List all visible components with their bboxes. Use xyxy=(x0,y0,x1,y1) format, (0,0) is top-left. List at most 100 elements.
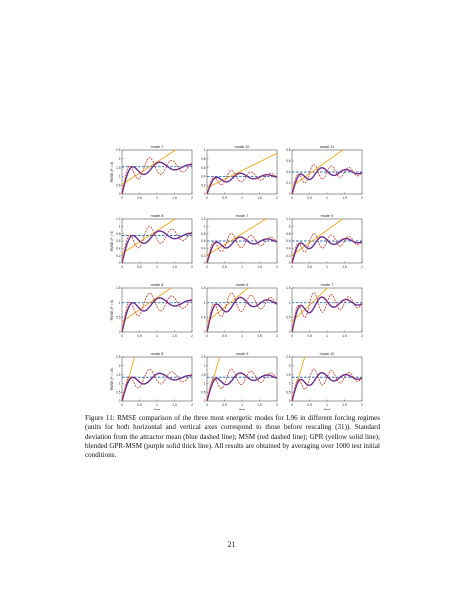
x-tick-label: 1.5 xyxy=(172,403,177,407)
page-number: 21 xyxy=(227,540,236,549)
subplot: mode 10 0 0.2 0.4 0.6 0.8 1 0 0.5 1 1.5 2 xyxy=(201,145,278,200)
x-axis-label: time xyxy=(154,408,161,410)
y-tick-label: 2 xyxy=(119,157,121,161)
y-tick-label: 1.5 xyxy=(201,286,206,290)
y-tick-label: 0.5 xyxy=(286,390,291,394)
x-tick-label: 0 xyxy=(121,334,123,338)
x-tick-label: 2 xyxy=(361,196,363,200)
blend-curve xyxy=(291,167,363,195)
x-tick-label: 2 xyxy=(361,334,363,338)
blend-curve xyxy=(121,297,193,333)
x-tick-label: 1 xyxy=(241,334,243,338)
y-tick-label: 0.4 xyxy=(286,170,291,174)
x-axis-label: time xyxy=(324,408,331,410)
subplot: mode 7 0 0.5 1 1.5 0 0.5 1 1.5 2 xyxy=(286,283,363,338)
x-tick-label: 0.5 xyxy=(222,334,227,338)
plot-frame xyxy=(206,149,278,195)
x-tick-label: 0.5 xyxy=(137,334,142,338)
subplot: mode 11 0 0.2 0.4 0.6 0.8 0 0.5 1 1.5 2 xyxy=(286,145,363,200)
subplot-title: mode 7 xyxy=(151,145,164,149)
y-tick-label: 0.5 xyxy=(116,316,121,320)
y-axis-label: RMSE (F = 5) xyxy=(110,231,114,252)
blend-curve xyxy=(291,236,363,264)
x-tick-label: 0.5 xyxy=(222,265,227,269)
y-tick-label: 1.5 xyxy=(201,373,206,377)
x-tick-label: 0 xyxy=(121,265,123,269)
x-tick-label: 0.5 xyxy=(307,196,312,200)
y-tick-label: 0 xyxy=(119,399,121,403)
y-tick-label: 0.5 xyxy=(201,316,206,320)
y-tick-label: 1 xyxy=(289,301,291,305)
y-tick-label: 0 xyxy=(204,261,206,265)
y-tick-label: 2.5 xyxy=(116,355,121,359)
msm-curve xyxy=(291,368,363,402)
x-tick-label: 1 xyxy=(156,403,158,407)
msm-curve xyxy=(121,369,193,402)
plot-frame xyxy=(291,287,363,333)
x-tick-label: 0 xyxy=(291,334,293,338)
y-tick-label: 1.5 xyxy=(116,286,121,290)
x-tick-label: 1 xyxy=(156,265,158,269)
subplot-title: mode 8 xyxy=(151,352,164,356)
x-tick-label: 1.5 xyxy=(342,196,347,200)
msm-curve xyxy=(121,157,193,195)
msm-curve xyxy=(291,232,363,264)
y-tick-label: 0.2 xyxy=(116,254,121,258)
x-tick-label: 2 xyxy=(191,334,193,338)
x-tick-label: 0 xyxy=(121,196,123,200)
gpr-curve xyxy=(291,287,329,323)
subplot-title: mode 9 xyxy=(321,214,334,218)
subplot-title: mode 11 xyxy=(320,145,335,149)
x-tick-label: 2 xyxy=(276,403,278,407)
x-tick-label: 1 xyxy=(326,334,328,338)
subplot-title: mode 8 xyxy=(151,214,164,218)
y-tick-label: 1 xyxy=(204,148,206,152)
x-axis-label: time xyxy=(239,408,246,410)
x-tick-label: 2 xyxy=(191,265,193,269)
plot-frame xyxy=(291,356,363,402)
subplot: mode 8 0 0.5 1 1.5 2 2.5 0 0.5 1 1.5 2 RMSE (F = 16)… xyxy=(110,352,193,410)
plot-frame xyxy=(121,218,193,264)
msm-curve xyxy=(121,292,193,333)
y-tick-label: 0.6 xyxy=(286,239,291,243)
msm-curve xyxy=(121,226,193,264)
y-tick-label: 0 xyxy=(119,330,121,334)
x-tick-label: 0 xyxy=(206,334,208,338)
subplot: mode 9 0 0.5 1 1.5 2 2.5 0 0.5 1 1.5 2 time xyxy=(201,352,278,410)
x-tick-label: 1 xyxy=(241,196,243,200)
y-tick-label: 0 xyxy=(204,330,206,334)
gpr-curve xyxy=(121,287,172,323)
y-tick-label: 2.5 xyxy=(116,148,121,152)
x-tick-label: 1.5 xyxy=(342,334,347,338)
blend-curve xyxy=(206,296,278,333)
y-tick-label: 0.4 xyxy=(116,247,121,251)
x-tick-label: 2 xyxy=(361,403,363,407)
y-tick-label: 0 xyxy=(289,261,291,265)
y-tick-label: 2 xyxy=(289,364,291,368)
subplot: mode 10 0 0.5 1 1.5 2 2.5 0 0.5 1 1.5 2 time xyxy=(286,352,363,410)
y-tick-label: 0.5 xyxy=(286,316,291,320)
x-tick-label: 0.5 xyxy=(222,196,227,200)
x-tick-label: 0.5 xyxy=(222,403,227,407)
y-axis-label: RMSE (F = 6) xyxy=(110,300,114,321)
subplot: mode 8 0 0.2 0.4 0.6 0.8 1 1.2 0 0.5 1 1.5 2 RMSE (F … xyxy=(110,214,193,269)
y-tick-label: 0.4 xyxy=(286,247,291,251)
y-tick-label: 1 xyxy=(289,382,291,386)
gpr-curve xyxy=(291,149,344,187)
x-tick-label: 1.5 xyxy=(342,403,347,407)
y-tick-label: 1.5 xyxy=(116,373,121,377)
y-tick-label: 1 xyxy=(289,225,291,229)
x-tick-label: 2 xyxy=(191,196,193,200)
y-tick-label: 0.4 xyxy=(201,175,206,179)
msm-curve xyxy=(206,169,278,195)
y-tick-label: 0.4 xyxy=(201,247,206,251)
x-tick-label: 0 xyxy=(206,196,208,200)
y-tick-label: 0.8 xyxy=(116,232,121,236)
x-tick-label: 0.5 xyxy=(307,403,312,407)
gpr-curve xyxy=(121,149,177,185)
x-tick-label: 1 xyxy=(241,265,243,269)
plot-frame xyxy=(206,356,278,402)
y-tick-label: 0 xyxy=(204,192,206,196)
y-tick-label: 0.6 xyxy=(201,166,206,170)
x-tick-label: 1.5 xyxy=(257,196,262,200)
